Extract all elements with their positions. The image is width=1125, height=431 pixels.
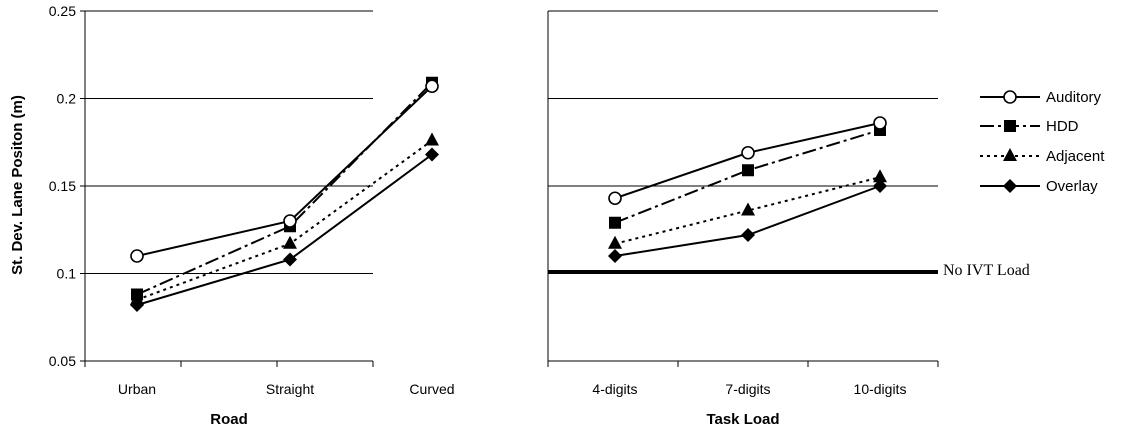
- point-adjacent: [873, 169, 887, 183]
- road-panel: 0.05 0.1 0.15 0.2 0.25 Urban Straight Curved R…: [9, 3, 455, 428]
- point-hdd: [742, 164, 754, 177]
- y-tick-label: 0.05: [49, 353, 76, 369]
- point-adjacent: [741, 202, 755, 216]
- x-tick-label-10-digits: 10-digits: [854, 381, 907, 397]
- road-gridlines: [85, 10, 373, 274]
- point-overlay: [283, 252, 297, 267]
- legend: Auditory HDD Adjacent Overlay: [980, 89, 1105, 195]
- task-load-x-axis-title: Task Load: [706, 411, 779, 428]
- line-overlay: [614, 185, 881, 257]
- series-overlay: [130, 147, 439, 312]
- y-tick-label: 0.2: [57, 91, 77, 107]
- y-axis-title: St. Dev. Lane Positon (m): [9, 95, 26, 275]
- x-tick-label-urban: Urban: [118, 381, 156, 397]
- y-tick-label: 0.15: [49, 178, 76, 194]
- legend-item-overlay: Overlay: [980, 178, 1098, 195]
- legend-marker-diamond: [1003, 179, 1017, 193]
- point-auditory: [608, 191, 622, 206]
- x-tick-label-straight: Straight: [266, 381, 314, 397]
- point-adjacent: [425, 132, 439, 146]
- y-tick-label: 0.1: [57, 266, 77, 282]
- road-x-tick-labels: Urban Straight Curved: [84, 361, 455, 397]
- legend-marker-square: [1004, 120, 1016, 132]
- point-auditory: [130, 249, 144, 263]
- task-load-panel: 4-digits 7-digits 10-digits Task Load No I…: [547, 10, 1030, 428]
- legend-item-hdd: HDD: [980, 118, 1079, 135]
- legend-label: HDD: [1046, 118, 1079, 135]
- point-overlay: [873, 179, 887, 193]
- legend-marker-triangle: [1003, 148, 1017, 161]
- legend-label: Adjacent: [1046, 148, 1105, 165]
- legend-label: Overlay: [1046, 178, 1098, 195]
- line-hdd: [614, 129, 881, 224]
- point-auditory: [283, 214, 297, 228]
- point-hdd: [609, 216, 621, 229]
- point-auditory: [425, 79, 439, 94]
- y-tick-label: 0.25: [49, 3, 76, 19]
- point-adjacent: [283, 235, 297, 249]
- legend-label: Auditory: [1046, 89, 1102, 106]
- task-load-plot-frame: [547, 11, 938, 362]
- legend-item-adjacent: Adjacent: [980, 148, 1105, 165]
- no-ivt-load-label: No IVT Load: [943, 262, 1030, 279]
- road-y-tick-labels: 0.05 0.1 0.15 0.2 0.25: [49, 3, 85, 369]
- series-hdd: [131, 76, 438, 301]
- legend-item-auditory: Auditory: [980, 89, 1102, 106]
- task-load-series: [608, 116, 887, 263]
- point-hdd: [131, 288, 143, 301]
- point-auditory: [741, 145, 755, 160]
- road-x-axis-title: Road: [210, 411, 248, 428]
- point-overlay: [425, 147, 439, 162]
- point-adjacent: [608, 235, 622, 249]
- task-load-x-tick-labels: 4-digits 7-digits 10-digits: [547, 361, 939, 397]
- point-overlay: [608, 249, 622, 263]
- point-overlay: [741, 228, 755, 242]
- series-auditory: [608, 116, 887, 206]
- x-tick-label-curved: Curved: [409, 381, 454, 397]
- series-auditory: [130, 79, 439, 263]
- x-tick-label-7-digits: 7-digits: [725, 381, 770, 397]
- series-adjacent: [608, 169, 887, 249]
- legend-marker-circle-open: [1003, 90, 1017, 104]
- series-overlay: [608, 179, 887, 263]
- point-auditory: [873, 116, 887, 130]
- x-tick-label-4-digits: 4-digits: [592, 381, 637, 397]
- road-series: [130, 76, 439, 312]
- line-hdd: [136, 82, 433, 296]
